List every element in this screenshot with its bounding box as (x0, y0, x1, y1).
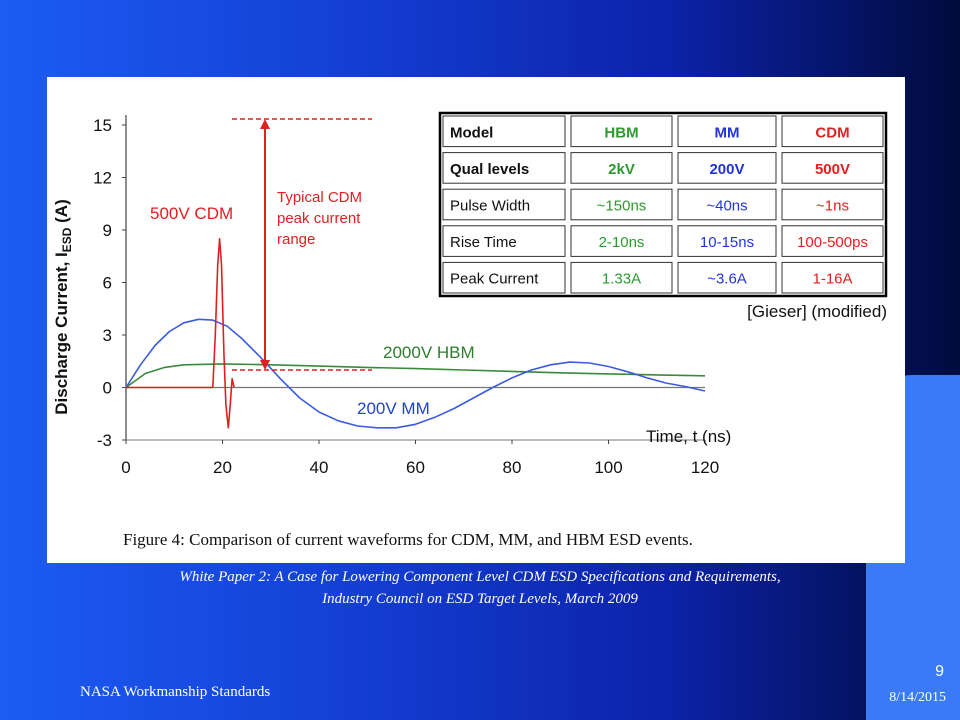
series-label-cdm: 500V CDM (150, 204, 233, 223)
y-tick-label: 15 (93, 116, 112, 135)
table-cell (442, 115, 566, 148)
table-cell (781, 188, 884, 221)
footer-title: NASA Workmanship Standards (80, 684, 271, 700)
table-cell (442, 225, 566, 257)
table-cell (677, 261, 777, 294)
table-header-cell: Model (450, 124, 493, 141)
table-cell (677, 225, 777, 257)
table-cell-text: ~150ns (597, 198, 647, 215)
table-cell (442, 188, 566, 221)
table-cell (781, 261, 884, 294)
comparison-table (438, 111, 888, 298)
range-arrow-down-icon (260, 360, 270, 370)
table-cell (677, 188, 777, 221)
annotation-line-1: Typical CDM (277, 189, 362, 206)
table-cell (677, 115, 777, 148)
table-header-cell: HBM (604, 124, 638, 141)
source-caption-line-1: White Paper 2: A Case for Lowering Compo… (179, 569, 781, 585)
table-cell-text: 10-15ns (700, 234, 754, 251)
x-tick-label: 80 (503, 458, 522, 477)
table-cell (781, 225, 884, 257)
table-cell (781, 152, 884, 184)
table-cell-text: ~40ns (706, 198, 747, 215)
table-cell (570, 188, 673, 221)
figure-panel: 15 12 9 6 3 0 -3 0 20 40 60 80 100 120 Model HBM MM CDM Q… (47, 77, 905, 563)
table-cell-text: 2-10ns (599, 234, 645, 251)
table-cell-text: 1-16A (812, 271, 852, 288)
range-arrow-up-icon (260, 119, 270, 129)
table-cell (570, 261, 673, 294)
table-cell (781, 115, 884, 148)
waveform-chart: 15 12 9 6 3 0 -3 0 20 40 60 80 100 120 Model HBM MM CDM Q… (52, 111, 888, 549)
y-tick-label: 0 (103, 379, 112, 398)
table-cell-text: 200V (709, 161, 744, 178)
page-number: 9 (935, 663, 944, 680)
x-tick-label: 20 (213, 458, 232, 477)
y-axis-label-main: Discharge Current, I (52, 252, 71, 415)
y-axis-label-unit: (A) (52, 199, 71, 227)
table-cell (570, 225, 673, 257)
table-note: [Gieser] (modified) (747, 302, 887, 321)
y-axis-label-sub: ESD (60, 227, 74, 252)
series-label-mm: 200V MM (357, 399, 430, 418)
x-tick-label: 40 (310, 458, 329, 477)
table-cell-text: 500V (815, 161, 850, 178)
table-cell (442, 152, 566, 184)
table-cell (570, 115, 673, 148)
y-tick-label: 12 (93, 169, 112, 188)
table-cell-text: ~3.6A (707, 271, 747, 288)
table-cell-text: Qual levels (450, 161, 529, 178)
table-cell (442, 261, 566, 294)
y-tick-label: 6 (103, 274, 112, 293)
series-label-hbm: 2000V HBM (383, 343, 475, 362)
table-cell-text: Pulse Width (450, 198, 530, 215)
y-tick-label: 9 (103, 221, 112, 240)
footer-date: 8/14/2015 (889, 690, 946, 705)
series-line-hbm (125, 363, 706, 389)
series-line-mm (125, 318, 706, 429)
table-cell (570, 152, 673, 184)
table-header-cell: CDM (815, 124, 849, 141)
x-tick-label: 100 (594, 458, 622, 477)
table-cell-text: 1.33A (602, 271, 641, 288)
x-axis-label: Time, t (ns) (646, 427, 731, 446)
annotation-line-3: range (277, 231, 315, 248)
annotation-line-2: peak current (277, 210, 361, 227)
source-caption-line-2: Industry Council on ESD Target Levels, M… (322, 591, 638, 607)
figure-caption: Figure 4: Comparison of current waveform… (123, 530, 693, 549)
y-tick-label: 3 (103, 326, 112, 345)
table-cell-text: 2kV (608, 161, 635, 178)
table-cell-text: Rise Time (450, 234, 517, 251)
table-cell-text: ~1ns (816, 198, 849, 215)
table-cell (677, 152, 777, 184)
series-line-cdm (126, 238, 235, 429)
y-axis-label: Discharge Current, IESD (A) (52, 199, 74, 415)
table-cell-text: 100-500ps (797, 234, 868, 251)
y-tick-label: -3 (97, 431, 112, 450)
x-tick-label: 0 (121, 458, 130, 477)
table-header-cell: MM (715, 124, 740, 141)
x-tick-label: 60 (406, 458, 425, 477)
x-tick-label: 120 (691, 458, 719, 477)
table-cell-text: Peak Current (450, 271, 539, 288)
